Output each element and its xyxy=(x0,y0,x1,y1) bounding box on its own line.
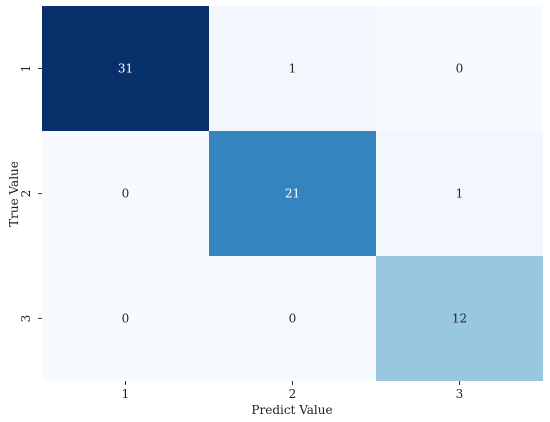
x-tick-label-3: 3 xyxy=(456,387,464,401)
y-tick-label-1: 1 xyxy=(19,65,33,73)
heatmap-cell-r1-c1 xyxy=(42,6,209,131)
y-tick-label-2: 2 xyxy=(19,190,33,198)
heatmap-cells xyxy=(42,6,543,381)
cell-value-r1-c1: 31 xyxy=(118,62,133,76)
x-tick-label-1: 1 xyxy=(122,387,130,401)
y-axis-ticks: 1 2 3 xyxy=(19,65,42,323)
heatmap-cell-r1-c3 xyxy=(376,6,543,131)
heatmap-cell-r2-c3 xyxy=(376,131,543,256)
x-axis-title: Predict Value xyxy=(251,403,332,417)
cell-value-r1-c3: 0 xyxy=(456,62,464,76)
heatmap-cell-r2-c2 xyxy=(209,131,376,256)
x-tick-label-2: 2 xyxy=(289,387,297,401)
cell-value-r1-c2: 1 xyxy=(289,62,297,76)
y-axis-title: True Value xyxy=(7,161,21,227)
y-tick-label-3: 3 xyxy=(19,315,33,323)
x-axis-ticks: 1 2 3 xyxy=(122,381,464,401)
cell-value-r3-c3: 12 xyxy=(452,312,467,326)
cell-value-labels: 31 1 0 0 21 1 0 0 12 xyxy=(118,62,467,326)
cell-value-r2-c2: 21 xyxy=(285,187,300,201)
cell-value-r3-c2: 0 xyxy=(289,312,297,326)
cell-value-r3-c1: 0 xyxy=(122,312,130,326)
heatmap-cell-r1-c2 xyxy=(209,6,376,131)
heatmap-cell-r2-c1 xyxy=(42,131,209,256)
cell-value-r2-c1: 0 xyxy=(122,187,130,201)
cell-value-r2-c3: 1 xyxy=(456,187,464,201)
heatmap-cell-r3-c2 xyxy=(209,256,376,381)
heatmap-cell-r3-c3 xyxy=(376,256,543,381)
heatmap-cell-r3-c1 xyxy=(42,256,209,381)
